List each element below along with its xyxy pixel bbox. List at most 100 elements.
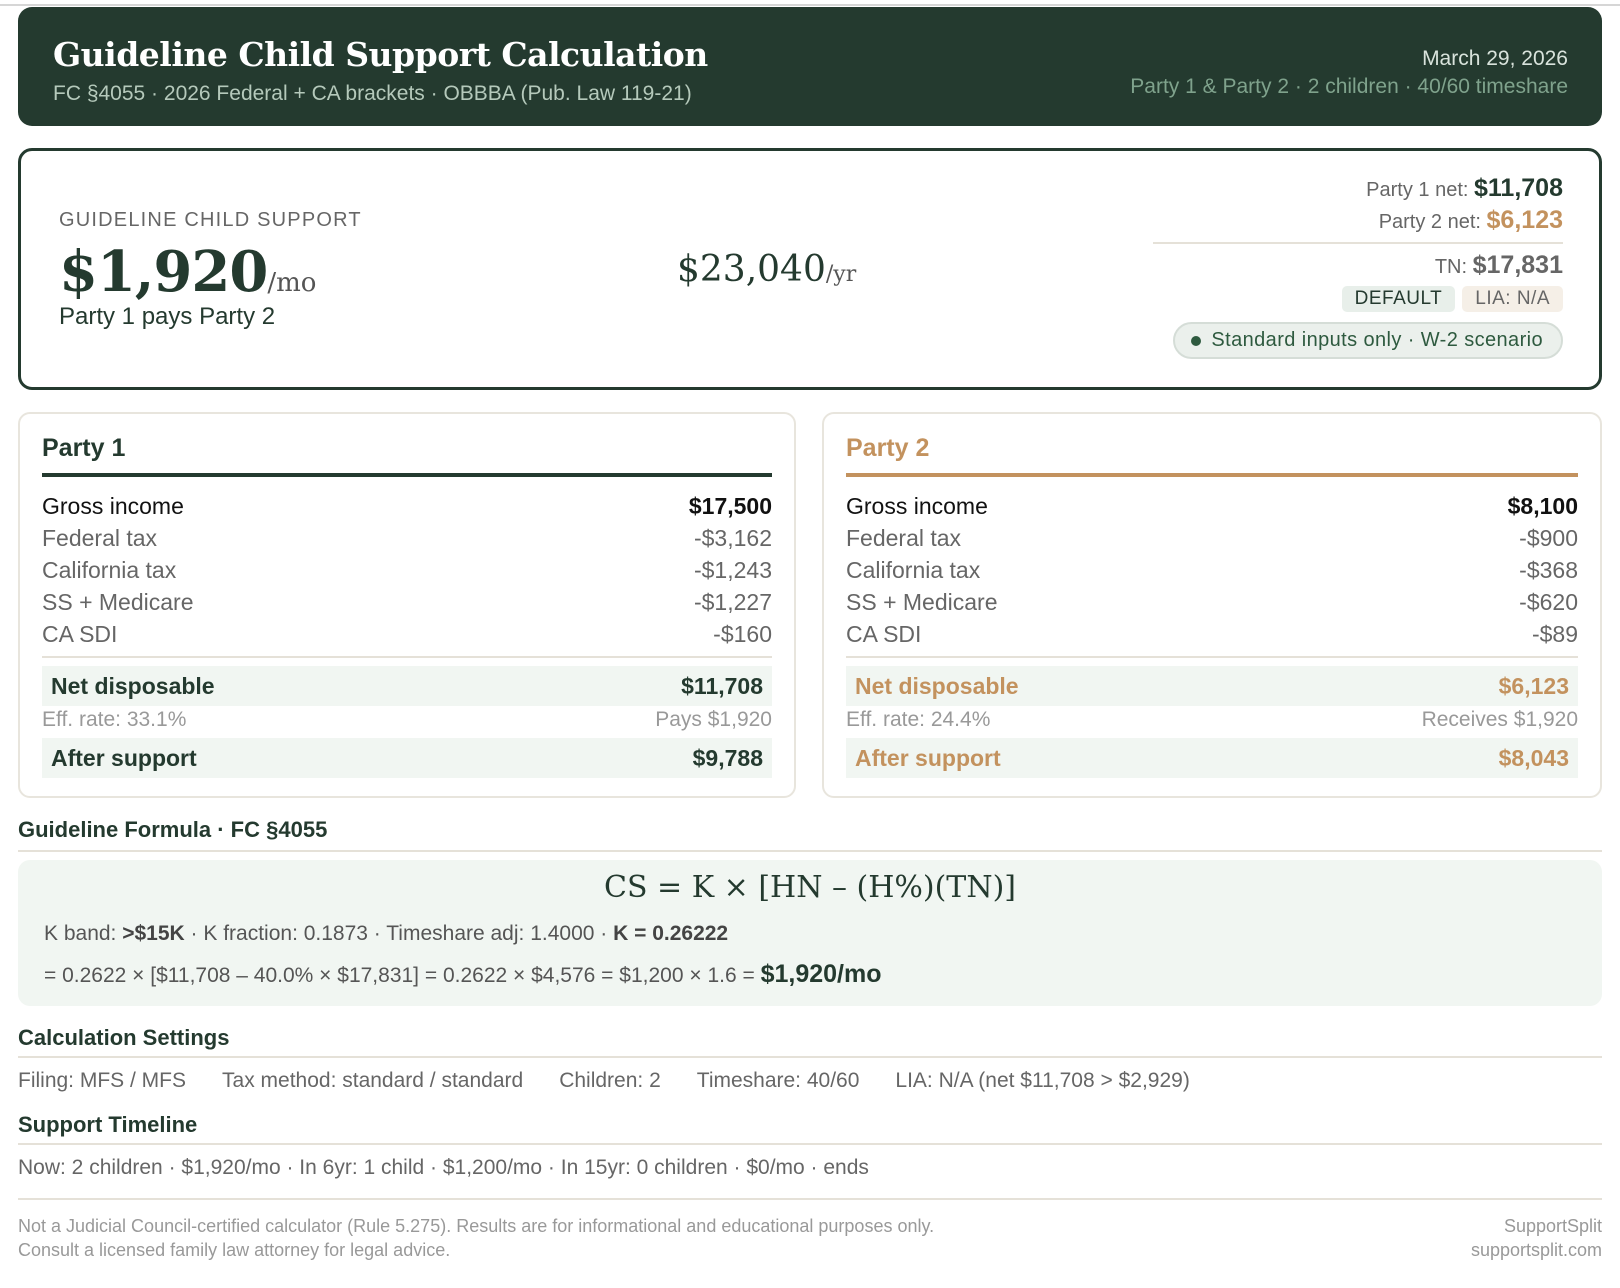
row-value: -$160 — [713, 621, 772, 647]
calculation-line: = 0.2622 × [$11,708 – 40.0% × $17,831] =… — [44, 960, 882, 989]
row-label: SS + Medicare — [846, 589, 998, 615]
report-title: Guideline Child Support Calculation — [53, 35, 708, 74]
yearly-unit: /yr — [825, 262, 857, 287]
row-label: CA SDI — [42, 621, 118, 647]
table-row: Gross income $8,100 — [846, 490, 1578, 522]
net-label: Net disposable — [855, 672, 1019, 699]
setting-timeshare: Timeshare: 40/60 — [696, 1069, 860, 1092]
brand-block: SupportSplit supportsplit.com — [1471, 1214, 1602, 1262]
settings-section-title: Calculation Settings — [18, 1025, 230, 1050]
monthly-support: $1,920/mo — [59, 239, 316, 305]
disclaimer: Not a Judicial Council-certified calcula… — [18, 1214, 934, 1262]
row-label: Gross income — [42, 493, 184, 519]
row-value: -$1,227 — [693, 589, 772, 615]
row-value: $17,500 — [688, 493, 772, 519]
table-row: California tax -$368 — [846, 554, 1578, 586]
row-value: -$3,162 — [693, 525, 772, 551]
party1-net-disposable: Net disposable $11,708 — [42, 666, 772, 706]
case-meta: Party 1 & Party 2 · 2 children · 40/60 t… — [1130, 75, 1568, 98]
party2-eff-row: Eff. rate: 24.4% Receives $1,920 — [846, 708, 1578, 732]
party2-net-value: $6,123 — [1486, 206, 1563, 234]
calc-steps: = 0.2622 × [$11,708 – 40.0% × $17,831] =… — [44, 964, 761, 987]
setting-filing: Filing: MFS / MFS — [18, 1069, 187, 1092]
badge-row: DEFAULT LIA: N/A — [1153, 286, 1563, 312]
party1-net-line: Party 1 net: $11,708 — [1153, 173, 1563, 205]
party1-rule — [42, 473, 772, 477]
row-value: $8,100 — [1507, 493, 1578, 519]
eff-rate: Eff. rate: 33.1% — [42, 708, 187, 731]
monthly-amount: $1,920 — [59, 239, 268, 305]
row-label: Gross income — [846, 493, 988, 519]
row-label: Federal tax — [42, 525, 158, 551]
party2-card: Party 2 Gross income $8,100 Federal tax -$… — [822, 412, 1602, 798]
party2-net-label: Party 2 net: — [1378, 211, 1481, 233]
disclaimer-line-2: Consult a licensed family law attorney f… — [18, 1240, 451, 1260]
top-border — [0, 4, 1620, 6]
net-summary: Party 1 net: $11,708 Party 2 net: $6,123… — [1153, 173, 1563, 359]
after-label: After support — [51, 744, 197, 771]
table-row: Gross income $17,500 — [42, 490, 772, 522]
formula-box: CS = K × [HN – (H%)(TN)] K band: >$15K ·… — [18, 860, 1602, 1006]
divider — [18, 850, 1602, 852]
after-value: $8,043 — [1498, 744, 1569, 771]
k-value: K = 0.26222 — [613, 922, 729, 945]
after-label: After support — [855, 744, 1001, 771]
divider — [18, 1056, 1602, 1058]
setting-tax-method: Tax method: standard / standard — [222, 1069, 524, 1092]
row-label: CA SDI — [846, 621, 922, 647]
party1-eff-row: Eff. rate: 33.1% Pays $1,920 — [42, 708, 772, 732]
after-value: $9,788 — [692, 744, 763, 771]
brand-name: SupportSplit — [1503, 1216, 1602, 1236]
table-row: Federal tax -$3,162 — [42, 522, 772, 554]
monthly-unit: /mo — [267, 268, 317, 298]
yearly-support: $23,040/yr — [677, 249, 856, 290]
net-label: Net disposable — [51, 672, 215, 699]
setting-children: Children: 2 — [559, 1069, 661, 1092]
formula-equation: CS = K × [HN – (H%)(TN)] — [604, 870, 1016, 905]
k-details: · K fraction: 0.1873 · Timeshare adj: 1.… — [184, 922, 614, 945]
row-value: -$1,243 — [693, 557, 772, 583]
table-row: California tax -$1,243 — [42, 554, 772, 586]
calc-result: $1,920/mo — [760, 960, 882, 988]
party1-net-label: Party 1 net: — [1366, 179, 1469, 201]
divider — [1153, 242, 1563, 244]
party2-title: Party 2 — [846, 434, 930, 462]
formula-section-title: Guideline Formula · FC §4055 — [18, 817, 328, 842]
party2-rule — [846, 473, 1578, 477]
row-label: Federal tax — [846, 525, 962, 551]
party2-net-line: Party 2 net: $6,123 — [1153, 205, 1563, 237]
party1-net-value: $11,708 — [1474, 174, 1563, 202]
total-net-line: TN: $17,831 — [1153, 250, 1563, 282]
net-value: $11,708 — [681, 672, 763, 699]
party1-card: Party 1 Gross income $17,500 Federal tax -… — [18, 412, 796, 798]
k-band-value: >$15K — [122, 922, 185, 945]
party2-breakdown: Gross income $8,100 Federal tax -$900 Cali… — [846, 490, 1578, 650]
footer-divider — [18, 1198, 1602, 1200]
disclaimer-line-1: Not a Judicial Council-certified calcula… — [18, 1216, 935, 1236]
row-label: California tax — [42, 557, 177, 583]
support-note: Receives $1,920 — [1421, 708, 1578, 731]
scenario-pill: Standard inputs only · W-2 scenario — [1173, 322, 1563, 359]
status-dot-icon — [1191, 335, 1202, 346]
table-row: CA SDI -$160 — [42, 618, 772, 650]
settings-list: Filing: MFS / MFS Tax method: standard /… — [18, 1069, 1190, 1093]
table-row: SS + Medicare -$1,227 — [42, 586, 772, 618]
brand-url: supportsplit.com — [1470, 1240, 1602, 1260]
k-factor-line: K band: >$15K · K fraction: 0.1873 · Tim… — [44, 922, 728, 946]
row-value: -$900 — [1519, 525, 1578, 551]
net-value: $6,123 — [1498, 672, 1569, 699]
party1-after-support: After support $9,788 — [42, 738, 772, 778]
lia-badge: LIA: N/A — [1462, 286, 1563, 312]
report-date: March 29, 2026 — [1422, 47, 1568, 70]
timeline-section-title: Support Timeline — [18, 1112, 198, 1137]
table-row: Federal tax -$900 — [846, 522, 1578, 554]
setting-lia: LIA: N/A (net $11,708 > $2,929) — [895, 1069, 1190, 1092]
default-badge: DEFAULT — [1341, 286, 1456, 312]
row-label: California tax — [846, 557, 981, 583]
table-row: SS + Medicare -$620 — [846, 586, 1578, 618]
party2-net-disposable: Net disposable $6,123 — [846, 666, 1578, 706]
party2-after-support: After support $8,043 — [846, 738, 1578, 778]
divider — [846, 656, 1578, 658]
row-value: -$89 — [1531, 621, 1578, 647]
support-note: Pays $1,920 — [655, 708, 772, 731]
